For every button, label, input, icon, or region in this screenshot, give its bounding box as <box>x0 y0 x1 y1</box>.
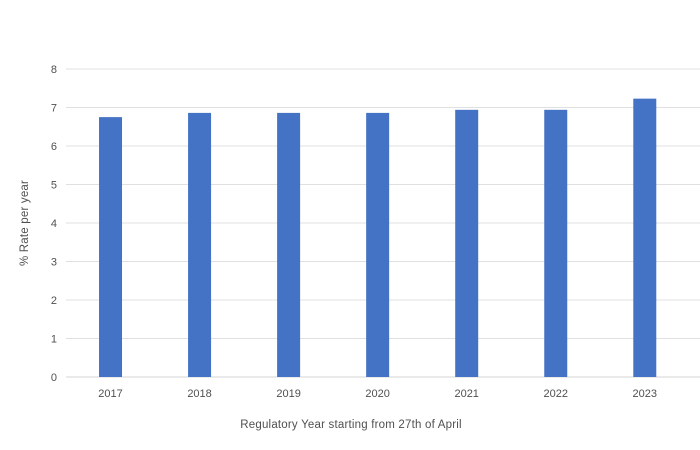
y-tick-label: 2 <box>51 295 57 307</box>
y-axis-ticks: 0 1 2 3 4 5 6 7 8 <box>51 64 57 384</box>
x-tick-label: 2021 <box>454 388 478 400</box>
y-tick-label: 7 <box>51 103 57 115</box>
x-axis-ticks: 2017 2018 2019 2020 2021 2022 2023 <box>98 388 657 400</box>
x-tick-label: 2023 <box>633 388 657 400</box>
y-tick-label: 3 <box>51 257 57 269</box>
x-axis-title: Regulatory Year starting from 27th of Ap… <box>240 419 461 431</box>
x-tick-label: 2019 <box>276 388 300 400</box>
y-tick-label: 1 <box>51 334 57 346</box>
bar-2021 <box>455 109 479 377</box>
bar-2022 <box>544 109 568 377</box>
y-tick-label: 5 <box>51 180 57 192</box>
bar-2018 <box>188 112 212 377</box>
x-tick-label: 2020 <box>365 388 389 400</box>
bar-2020 <box>366 112 390 377</box>
y-axis-title: % Rate per year <box>19 180 31 266</box>
bars <box>99 98 657 378</box>
bar-2023 <box>633 98 657 378</box>
x-tick-label: 2017 <box>98 388 122 400</box>
bar-2017 <box>99 117 123 377</box>
x-tick-label: 2018 <box>187 388 211 400</box>
y-tick-label: 0 <box>51 372 57 384</box>
x-tick-label: 2022 <box>544 388 568 400</box>
y-tick-label: 6 <box>51 141 57 153</box>
y-tick-label: 8 <box>51 64 57 76</box>
bar-2019 <box>277 112 301 377</box>
y-tick-label: 4 <box>51 218 57 230</box>
